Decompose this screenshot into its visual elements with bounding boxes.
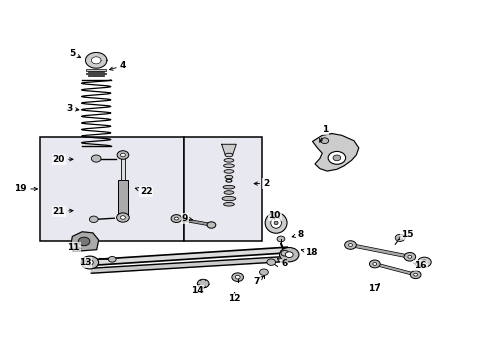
Text: 20: 20 <box>53 155 73 164</box>
Ellipse shape <box>223 164 234 167</box>
Polygon shape <box>71 232 99 251</box>
Text: 21: 21 <box>52 207 73 216</box>
Text: 13: 13 <box>79 258 91 267</box>
Circle shape <box>86 260 93 265</box>
Circle shape <box>120 153 125 157</box>
Bar <box>88 75 104 76</box>
Text: 22: 22 <box>135 187 152 196</box>
Ellipse shape <box>270 217 281 228</box>
Polygon shape <box>312 134 358 171</box>
Text: 17: 17 <box>368 283 380 293</box>
Circle shape <box>231 273 243 282</box>
Text: 19: 19 <box>15 184 38 193</box>
Circle shape <box>116 213 129 222</box>
Circle shape <box>327 152 345 164</box>
Bar <box>88 71 104 72</box>
Circle shape <box>206 222 215 228</box>
Circle shape <box>235 275 240 279</box>
Circle shape <box>266 259 275 265</box>
Text: 15: 15 <box>397 230 413 240</box>
Polygon shape <box>91 247 287 265</box>
Text: 10: 10 <box>268 211 280 220</box>
Circle shape <box>348 244 352 247</box>
Ellipse shape <box>223 203 234 206</box>
Circle shape <box>403 252 415 261</box>
Circle shape <box>89 216 98 222</box>
Circle shape <box>369 260 379 268</box>
Circle shape <box>372 262 376 265</box>
Bar <box>183 137 261 241</box>
Text: 16: 16 <box>412 261 426 270</box>
Text: 12: 12 <box>227 292 240 303</box>
Circle shape <box>279 248 298 262</box>
Circle shape <box>421 260 427 264</box>
Ellipse shape <box>222 197 235 201</box>
Circle shape <box>174 217 178 220</box>
Circle shape <box>394 234 404 242</box>
Circle shape <box>320 138 328 144</box>
Ellipse shape <box>223 185 234 189</box>
Text: 9: 9 <box>182 214 192 223</box>
Polygon shape <box>221 144 236 154</box>
Circle shape <box>344 241 356 249</box>
Ellipse shape <box>224 153 232 157</box>
Text: 11: 11 <box>67 243 81 252</box>
Circle shape <box>197 279 208 288</box>
Circle shape <box>407 255 411 258</box>
Circle shape <box>285 252 292 257</box>
Text: 2: 2 <box>254 179 269 188</box>
Text: 4: 4 <box>109 61 126 70</box>
Text: 7: 7 <box>253 276 263 286</box>
Bar <box>40 137 183 241</box>
Text: 3: 3 <box>66 104 79 113</box>
Ellipse shape <box>264 212 286 233</box>
Circle shape <box>117 151 128 159</box>
Bar <box>86 73 106 75</box>
Circle shape <box>413 273 417 276</box>
Circle shape <box>277 236 285 242</box>
Bar <box>86 69 106 71</box>
Text: 5: 5 <box>69 49 81 58</box>
Ellipse shape <box>224 170 233 173</box>
Polygon shape <box>91 57 101 64</box>
Text: 18: 18 <box>301 248 317 257</box>
Polygon shape <box>85 53 107 68</box>
Circle shape <box>281 250 288 256</box>
Text: 14: 14 <box>190 286 203 295</box>
Circle shape <box>332 155 340 161</box>
Ellipse shape <box>224 158 233 162</box>
Circle shape <box>91 155 101 162</box>
Ellipse shape <box>224 191 233 194</box>
Circle shape <box>120 216 125 219</box>
Text: 1: 1 <box>319 126 327 142</box>
Circle shape <box>78 237 90 246</box>
Bar <box>117 180 128 216</box>
Circle shape <box>409 271 420 279</box>
Circle shape <box>171 215 182 222</box>
Polygon shape <box>91 256 287 273</box>
Circle shape <box>108 256 116 262</box>
Ellipse shape <box>224 175 232 179</box>
Text: 6: 6 <box>277 258 287 269</box>
Text: 8: 8 <box>291 230 303 239</box>
Ellipse shape <box>274 221 278 225</box>
Circle shape <box>417 257 430 267</box>
Bar <box>120 155 125 180</box>
Circle shape <box>81 256 99 269</box>
Circle shape <box>259 269 268 275</box>
